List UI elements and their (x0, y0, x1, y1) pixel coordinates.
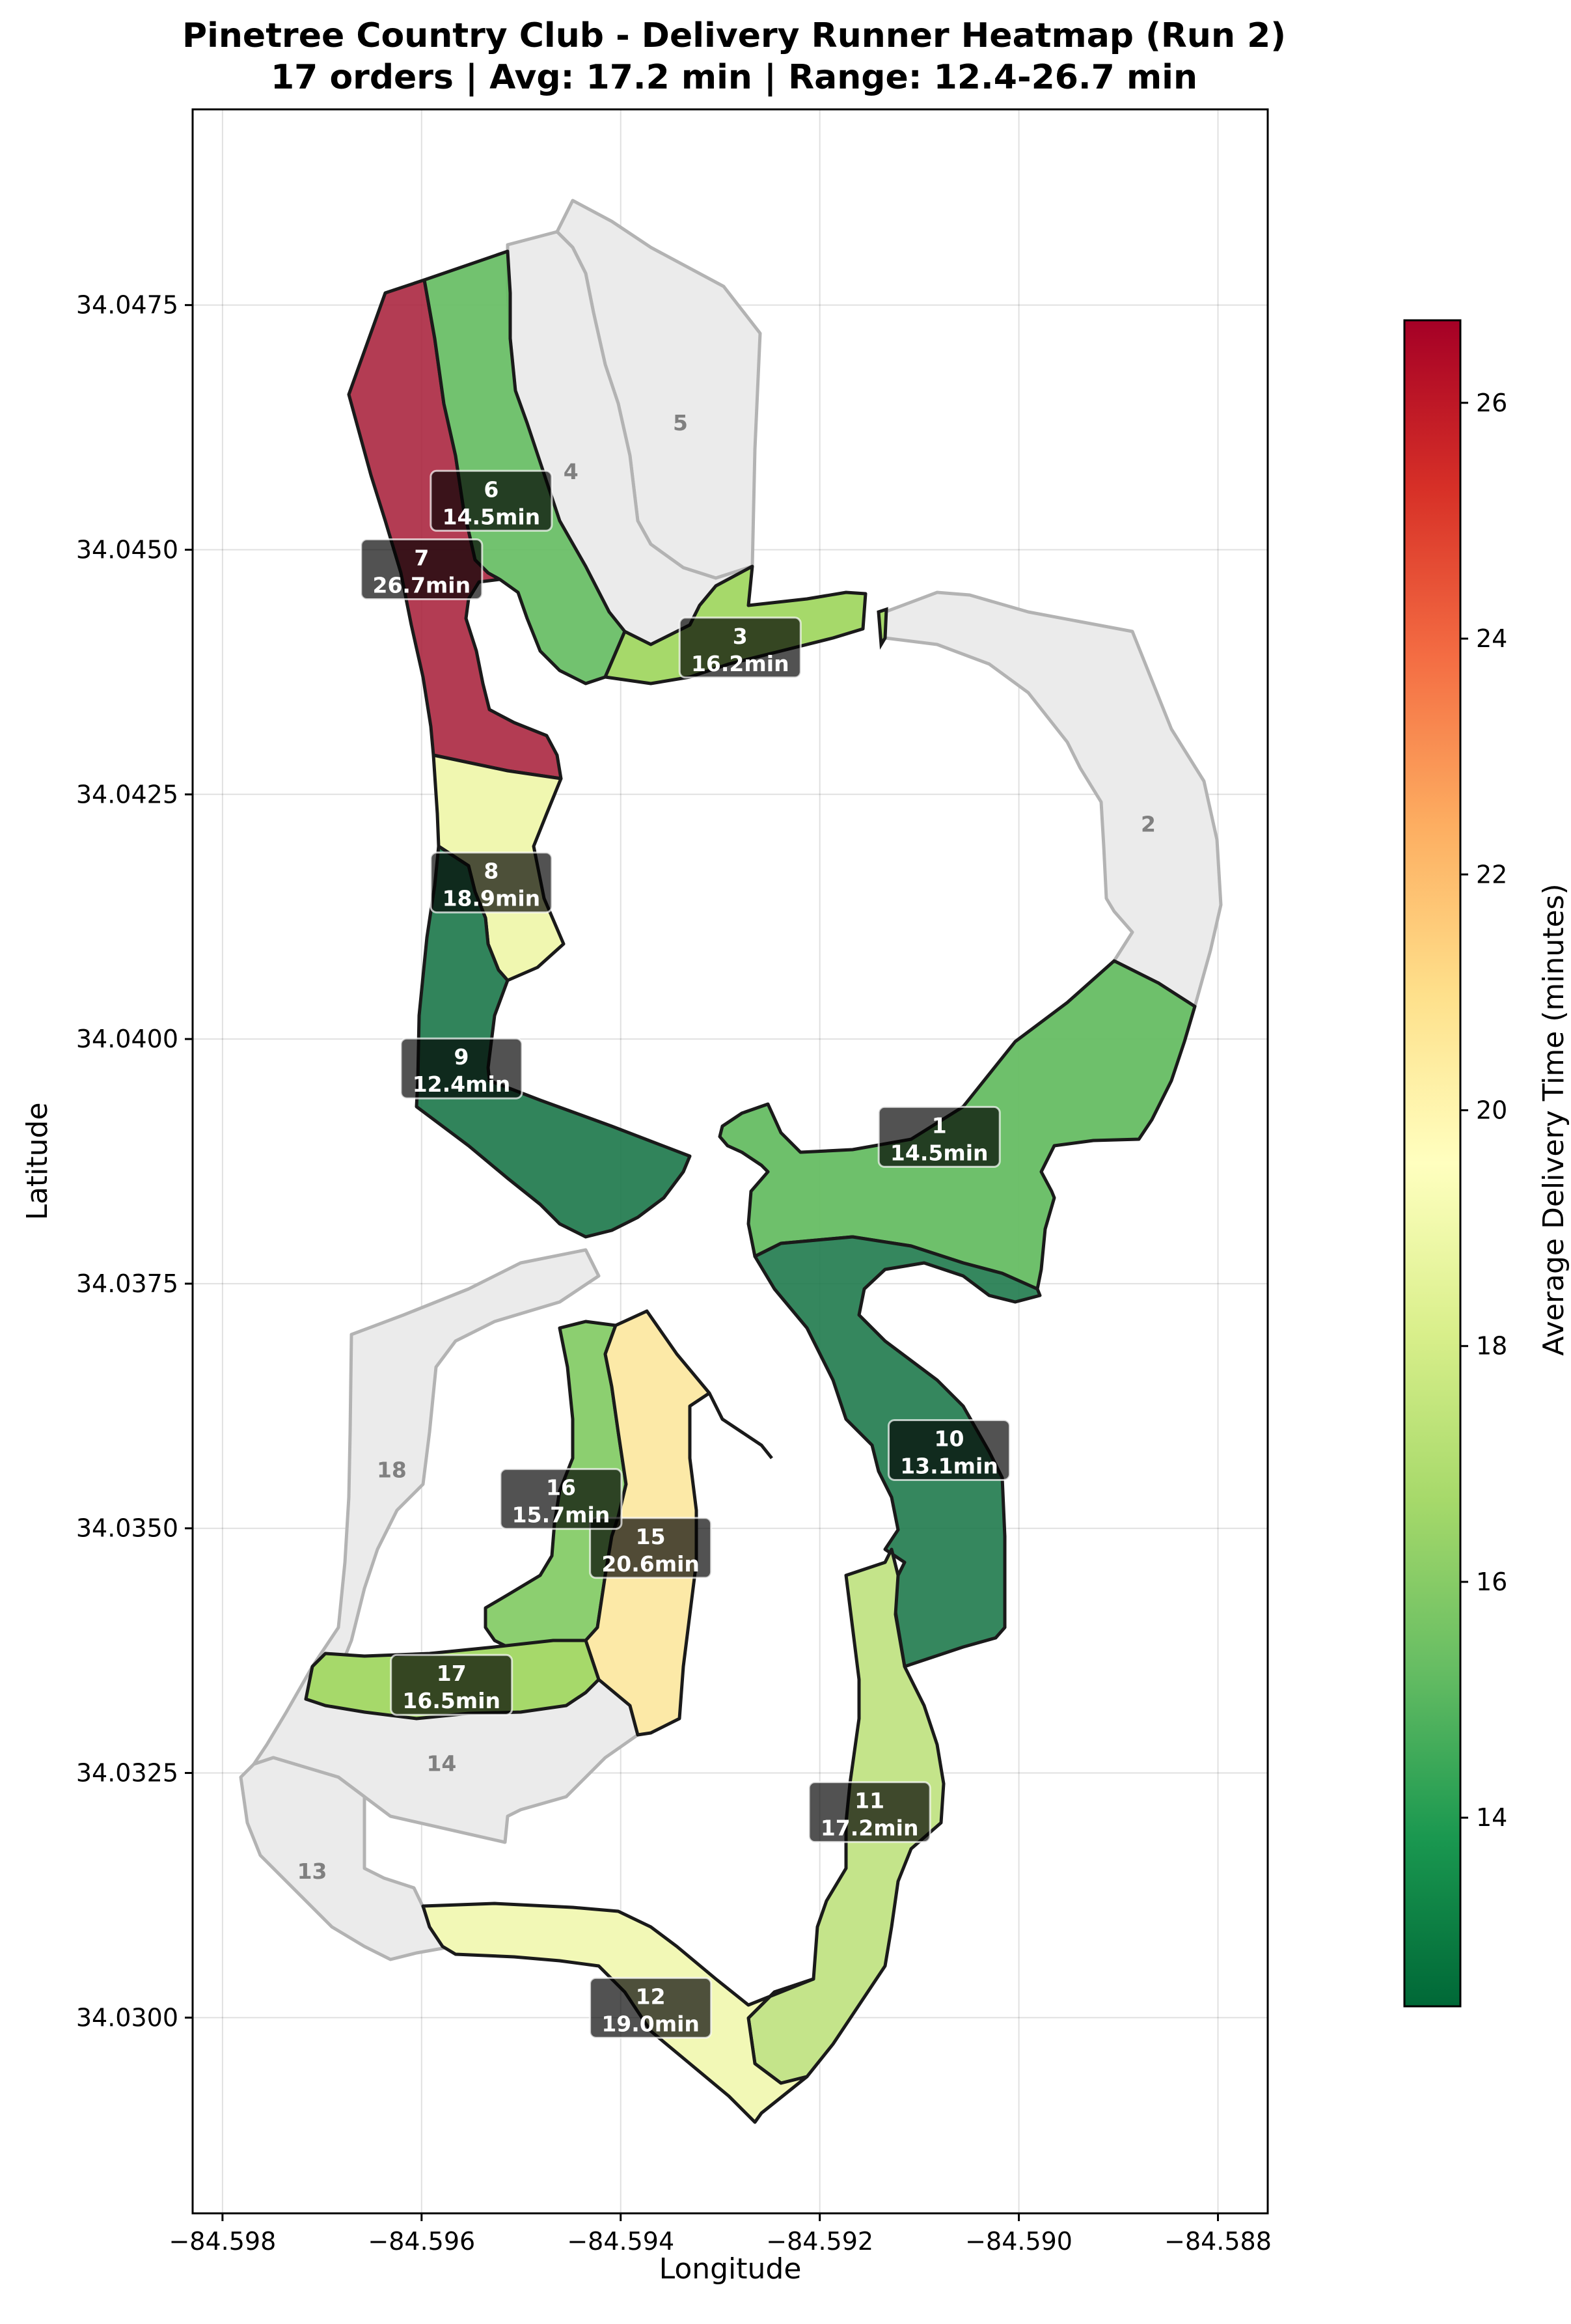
colorbar-frame (1403, 319, 1462, 2008)
x-axis-ticks: −84.598 −84.596 −84.594 −84.592 −84.590 −84.5… (169, 2213, 1272, 2256)
y-tick-label: 34.0425 (76, 780, 178, 809)
plot-frame (191, 108, 1269, 2215)
label-box (808, 1781, 931, 1844)
hole-labels: 114.5min2316.2min45614.5min726.7min818.9… (297, 410, 1156, 2039)
hole-7-label: 726.7min (360, 538, 484, 601)
label-box (678, 616, 802, 679)
y-axis-ticks: 34.0300 34.0325 34.0350 34.0375 34.0400 34.04… (76, 291, 193, 2032)
hole-avg-time: 19.0min (601, 2011, 700, 2036)
label-box (430, 469, 553, 532)
hole-number: 12 (636, 1984, 666, 2009)
hole-number: 17 (437, 1661, 467, 1686)
colorbar-ticks: 14 16 18 20 22 24 26 (1460, 389, 1507, 1832)
hole-avg-time: 16.2min (691, 651, 789, 676)
colorbar-tick-label: 16 (1476, 1568, 1507, 1596)
hole-number: 11 (854, 1788, 884, 1814)
hole-number: 8 (484, 859, 499, 884)
hole-1-label: 114.5min (877, 1105, 1001, 1168)
hole-number: 7 (414, 546, 429, 571)
hole-4-label: 4 (564, 459, 579, 484)
hole-8-label: 818.9min (430, 851, 553, 914)
colorbar-tick-label: 20 (1476, 1096, 1507, 1124)
hole-avg-time: 13.1min (900, 1453, 998, 1478)
y-tick-label: 34.0400 (76, 1025, 178, 1053)
colorbar-tick-label: 18 (1476, 1332, 1507, 1361)
x-tick-label: −84.588 (1164, 2227, 1272, 2256)
chart-title: Pinetree Country Club - Delivery Runner … (182, 16, 1286, 55)
hole-number: 14 (426, 1751, 456, 1777)
hole-number: 5 (673, 410, 688, 436)
y-axis-label: Latitude (21, 1102, 54, 1220)
colorbar-tick-label: 26 (1476, 389, 1507, 417)
label-box (360, 538, 484, 601)
colorbar-tick-label: 24 (1476, 624, 1507, 653)
hole-avg-time: 18.9min (443, 886, 541, 911)
colorbar-tick-label: 14 (1476, 1803, 1507, 1832)
hole-avg-time: 12.4min (413, 1072, 511, 1097)
colorbar-label: Average Delivery Time (minutes) (1537, 883, 1570, 1355)
hole-5-label: 5 (673, 410, 688, 436)
y-tick-label: 34.0325 (76, 1759, 178, 1788)
x-tick-label: −84.594 (567, 2227, 674, 2256)
label-box (589, 1976, 713, 2039)
label-box (877, 1105, 1001, 1168)
label-box (390, 1653, 513, 1716)
x-tick-label: −84.596 (368, 2227, 475, 2256)
hole-number: 13 (297, 1859, 327, 1884)
hole-12-polygon[interactable] (421, 1902, 815, 2124)
hole-15-fairway-line (707, 1392, 773, 1459)
label-box (888, 1418, 1011, 1481)
hole-number: 3 (733, 624, 748, 649)
x-tick-label: −84.590 (965, 2227, 1072, 2256)
hole-avg-time: 26.7min (373, 573, 471, 598)
y-tick-label: 34.0450 (76, 535, 178, 564)
label-box (430, 851, 553, 914)
hole-18-label: 18 (377, 1458, 407, 1483)
chart-subtitle: 17 orders | Avg: 17.2 min | Range: 12.4-… (271, 58, 1197, 97)
hole-number: 10 (935, 1426, 964, 1451)
colorbar (1404, 320, 1460, 2006)
hole-number: 16 (546, 1475, 576, 1501)
y-tick-label: 34.0375 (76, 1269, 178, 1298)
hole-6-label: 614.5min (430, 469, 553, 532)
hole-3-tee[interactable] (877, 607, 888, 650)
hole-avg-time: 14.5min (890, 1140, 989, 1165)
hole-number: 4 (564, 459, 579, 484)
label-box (400, 1037, 523, 1100)
y-tick-label: 34.0475 (76, 291, 178, 320)
hole-number: 15 (636, 1524, 666, 1549)
label-box (499, 1468, 623, 1530)
hole-avg-time: 20.6min (601, 1551, 700, 1577)
hole-3-label: 316.2min (678, 616, 802, 679)
hole-14-label: 14 (426, 1751, 456, 1777)
hole-number: 18 (377, 1458, 407, 1483)
hole-13-label: 13 (297, 1859, 327, 1884)
hole-number: 9 (454, 1044, 469, 1070)
x-axis-label: Longitude (659, 2252, 802, 2286)
hole-number: 1 (932, 1113, 947, 1138)
colorbar-tick-label: 22 (1476, 860, 1507, 889)
hole-18-polygon[interactable] (310, 1248, 601, 1668)
x-tick-label: −84.598 (169, 2227, 276, 2256)
hole-number: 2 (1141, 811, 1156, 837)
y-tick-label: 34.0300 (76, 2003, 178, 2032)
hole-number: 6 (484, 477, 499, 502)
hole-9-label: 912.4min (400, 1037, 523, 1100)
x-tick-label: −84.592 (766, 2227, 873, 2256)
hole-avg-time: 15.7min (512, 1502, 610, 1528)
hole-avg-time: 16.5min (402, 1688, 500, 1713)
hole-avg-time: 14.5min (443, 504, 541, 529)
label-box (589, 1517, 713, 1579)
y-tick-label: 34.0350 (76, 1514, 178, 1543)
hole-2-label: 2 (1141, 811, 1156, 837)
hole-avg-time: 17.2min (821, 1816, 919, 1841)
